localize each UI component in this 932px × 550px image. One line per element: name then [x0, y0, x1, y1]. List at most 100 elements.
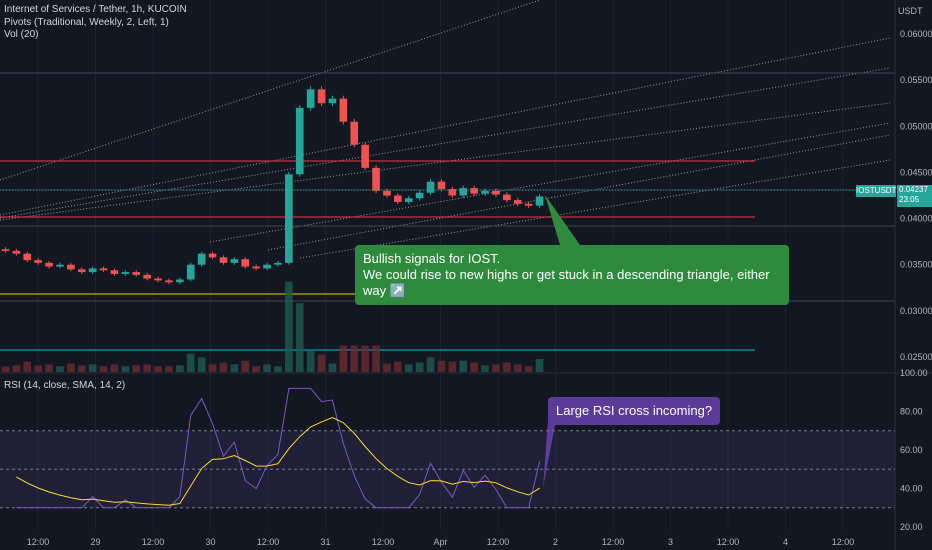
time-tick-label: 4: [783, 537, 788, 547]
volume-bar: [34, 365, 42, 372]
candle-body: [328, 98, 337, 104]
candle-body: [1, 249, 10, 251]
candle-body: [132, 272, 141, 275]
rsi-tick-label: 100.00: [900, 368, 928, 378]
rsi-callout-pointer: [543, 420, 556, 488]
volume-bar: [88, 364, 97, 372]
symbol-price-tag: IOSTUSDT: [856, 185, 897, 197]
candle-body: [492, 190, 500, 195]
candle-body: [208, 253, 217, 258]
time-tick-label: 12:00: [142, 537, 165, 547]
bullish-callout[interactable]: Bullish signals for IOST. We could rise …: [355, 245, 789, 305]
volume-bar: [415, 362, 424, 372]
candle-body: [285, 174, 293, 263]
volume-bar: [394, 361, 402, 372]
candle-body: [394, 195, 402, 202]
volume-bar: [535, 359, 544, 372]
time-tick-label: 12:00: [372, 537, 395, 547]
volume-bar: [448, 361, 457, 372]
trend-channel-line: [0, 67, 891, 219]
volume-bar: [176, 365, 184, 372]
volume-bar: [230, 364, 239, 372]
rsi-callout[interactable]: Large RSI cross incoming?: [548, 397, 721, 425]
volume-bar: [372, 345, 380, 372]
volume-bar: [317, 354, 326, 372]
pivots-indicator-label[interactable]: Pivots (Traditional, Weekly, 2, Left, 1): [4, 17, 169, 28]
candle-body: [437, 181, 446, 190]
volume-bar: [143, 364, 151, 372]
candle-body: [503, 194, 511, 201]
trend-channel-line: [0, 37, 891, 216]
candle-body: [230, 259, 239, 263]
volume-bar: [208, 364, 217, 372]
candle-body: [448, 189, 457, 196]
candle-body: [186, 264, 195, 280]
candle-body: [176, 279, 184, 283]
volume-bar: [470, 362, 478, 372]
volume-bar: [252, 366, 260, 372]
rsi-indicator-label[interactable]: RSI (14, close, SMA, 14, 2): [4, 380, 126, 391]
candle-body: [295, 107, 304, 175]
volume-bar: [45, 364, 53, 372]
volume-bar: [132, 365, 141, 372]
candle-body: [165, 280, 173, 283]
last-price: 0.04237: [899, 185, 928, 194]
candle-body: [34, 260, 42, 263]
volume-bar: [361, 345, 369, 372]
volume-bar: [186, 353, 195, 372]
candle-body: [77, 269, 86, 273]
candle-body: [535, 196, 544, 206]
time-tick-label: 2: [553, 537, 558, 547]
volume-bar: [328, 363, 337, 372]
volume-bar: [1, 366, 10, 372]
volume-bar: [121, 366, 130, 372]
time-tick-label: 30: [205, 537, 215, 547]
symbol-title[interactable]: Internet of Services / Tether, 1h, KUCOI…: [4, 4, 187, 15]
volume-bar: [285, 281, 293, 372]
price-tick-label: 0.02500: [900, 352, 932, 362]
time-tick-label: 12:00: [832, 537, 855, 547]
candle-body: [88, 268, 97, 273]
volume-bar: [56, 366, 64, 372]
candle-body: [67, 264, 75, 270]
candle-body: [350, 121, 359, 145]
volume-bar: [339, 345, 348, 372]
volume-bar: [404, 364, 413, 372]
candle-body: [513, 200, 522, 204]
candle-body: [197, 253, 206, 265]
volume-bar: [426, 357, 435, 372]
bar-countdown: 23:05: [899, 195, 920, 204]
volume-indicator-label[interactable]: Vol (20): [4, 29, 39, 40]
candle-body: [459, 188, 468, 196]
candle-body: [339, 98, 348, 122]
volume-bar: [274, 366, 282, 372]
candle-body: [252, 266, 260, 269]
volume-bar: [350, 345, 359, 372]
volume-bar: [197, 357, 206, 372]
candle-body: [524, 203, 533, 206]
volume-bar: [154, 366, 162, 372]
time-tick-label: Apr: [433, 537, 447, 547]
rsi-sma-line: [16, 416, 540, 506]
rsi-tick-label: 40.00: [900, 484, 923, 494]
bullish-callout-line2: We could rise to new highs or get stuck …: [363, 267, 770, 298]
time-tick-label: 29: [90, 537, 100, 547]
candle-body: [404, 198, 413, 202]
candle-body: [110, 270, 119, 274]
candle-body: [121, 272, 130, 274]
volume-bar: [263, 364, 271, 372]
trend-channel-line: [267, 134, 891, 251]
price-tick-label: 0.03500: [900, 260, 932, 270]
time-tick-label: 12:00: [602, 537, 625, 547]
candle-body: [241, 259, 250, 267]
volume-bar: [459, 360, 468, 372]
candle-body: [274, 262, 282, 265]
trend-channel-line: [209, 122, 891, 243]
time-tick-label: 12:00: [487, 537, 510, 547]
rsi-line: [16, 387, 541, 509]
candle-body: [470, 188, 478, 194]
price-tick-label: 0.05500: [900, 75, 932, 85]
candle-body: [306, 89, 315, 108]
price-tick-label: 0.05000: [900, 121, 932, 131]
